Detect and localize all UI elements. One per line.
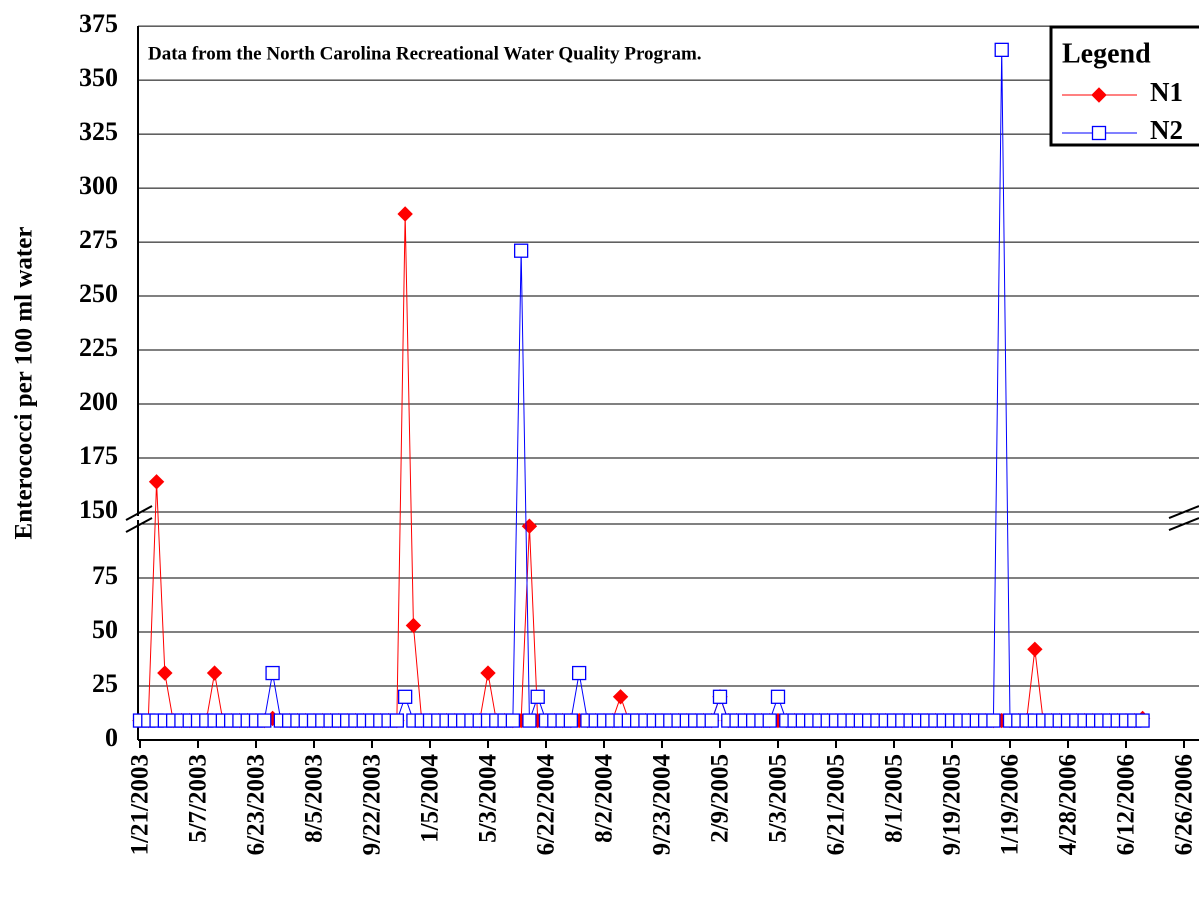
- series-line: [140, 213, 1143, 722]
- y-tick-label: 50: [92, 615, 118, 644]
- x-tick-label: 1/5/2004: [417, 754, 444, 843]
- x-tick-label: 9/19/2005: [939, 754, 966, 855]
- legend-label: N2: [1150, 115, 1183, 145]
- data-point: [612, 689, 629, 705]
- x-tick-label: 5/3/2005: [765, 754, 792, 843]
- x-tick-label: 6/21/2005: [823, 754, 850, 855]
- y-tick-label: 275: [79, 225, 118, 254]
- x-tick-label: 2/9/2005: [707, 754, 734, 843]
- data-point: [1135, 713, 1150, 728]
- series-line: [140, 49, 1143, 722]
- x-tick-label: 5/7/2003: [185, 754, 212, 843]
- y-tick-label: 250: [79, 279, 118, 308]
- y-tick-label: 150: [79, 495, 118, 524]
- x-tick-label: 1/19/2006: [997, 754, 1024, 855]
- data-point: [480, 665, 496, 681]
- data-point: [397, 206, 413, 222]
- y-tick-label: 0: [105, 723, 118, 752]
- data-point: [994, 42, 1009, 58]
- data-point: [522, 713, 537, 728]
- data-point: [206, 665, 223, 681]
- legend-marker: [1091, 87, 1107, 103]
- x-tick-label: 8/5/2003: [301, 754, 328, 843]
- x-tick-label: 9/22/2003: [359, 754, 386, 855]
- x-tick-label: 9/23/2004: [649, 754, 676, 856]
- data-point: [265, 665, 280, 681]
- x-tick-label: 8/1/2005: [881, 754, 908, 843]
- legend-label: N1: [1150, 77, 1183, 107]
- x-tick-label: 4/28/2006: [1055, 754, 1082, 855]
- x-tick-label: 6/26/2006: [1171, 754, 1198, 855]
- data-point: [257, 713, 272, 728]
- legend-marker: [1091, 125, 1107, 141]
- data-point: [397, 689, 413, 704]
- x-tick-label: 1/21/2003: [127, 754, 154, 855]
- data-point: [986, 713, 1001, 728]
- data-point: [712, 689, 728, 704]
- data-point: [762, 713, 777, 728]
- y-tick-label: 350: [79, 63, 118, 92]
- y-tick-label: 300: [79, 171, 118, 200]
- axis-break: [118, 513, 1199, 524]
- data-point: [704, 713, 719, 728]
- data-point: [405, 617, 422, 634]
- data-point: [513, 243, 529, 258]
- x-tick-label: 5/3/2004: [475, 754, 502, 843]
- data-point: [1027, 641, 1043, 657]
- x-tick-label: 8/2/2004: [591, 754, 618, 843]
- y-axis-label: Enterococci per 100 ml water: [11, 227, 38, 540]
- data-point: [148, 474, 165, 490]
- legend-title: Legend: [1062, 38, 1151, 69]
- x-tick-label: 6/12/2006: [1113, 754, 1140, 855]
- data-point: [157, 665, 173, 681]
- axis-break: [1168, 505, 1199, 519]
- data-point: [563, 713, 579, 728]
- data-point: [389, 713, 405, 728]
- y-tick-label: 375: [79, 9, 118, 38]
- y-tick-label: 325: [79, 117, 118, 146]
- y-tick-label: 175: [79, 441, 118, 470]
- y-tick-label: 225: [79, 333, 118, 362]
- data-point: [571, 665, 587, 681]
- y-tick-label: 25: [92, 669, 118, 698]
- axis-break: [1168, 517, 1199, 531]
- x-tick-label: 6/23/2003: [243, 754, 270, 855]
- data-point: [530, 689, 545, 704]
- data-point: [770, 689, 786, 704]
- x-tick-label: 6/22/2004: [533, 754, 560, 856]
- legend-box: [1049, 25, 1199, 147]
- annotation: Data from the North Carolina Recreationa…: [148, 43, 702, 64]
- y-tick-label: 75: [92, 561, 118, 590]
- data-point: [505, 713, 521, 728]
- y-tick-label: 200: [79, 387, 118, 416]
